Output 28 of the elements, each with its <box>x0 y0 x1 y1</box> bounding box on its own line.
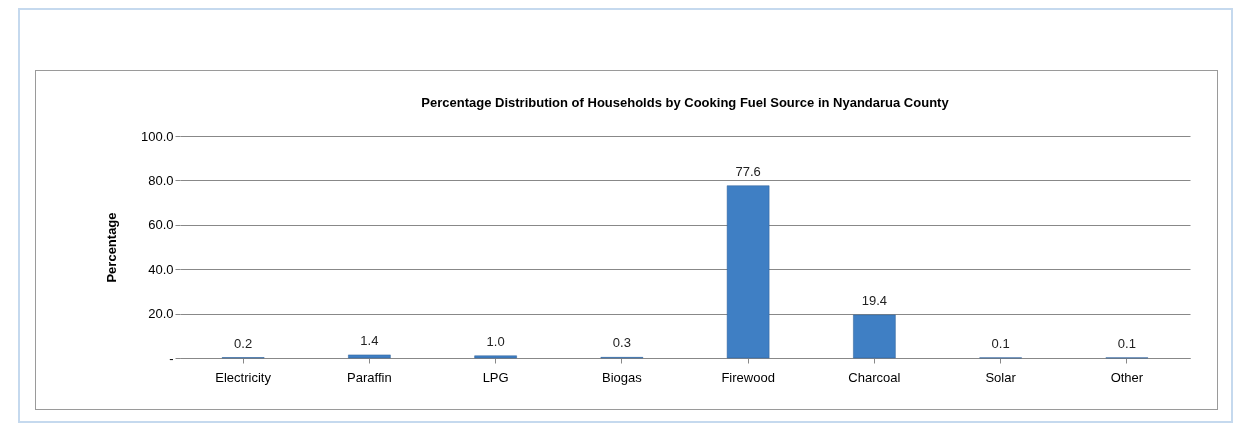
y-tick-label: 80.0 <box>148 172 174 188</box>
data-label: 1.0 <box>486 333 505 349</box>
y-tick-label: 100.0 <box>140 128 174 144</box>
x-tick-label: Charcoal <box>848 369 901 385</box>
y-tick-label: 40.0 <box>148 261 174 277</box>
data-label: 1.4 <box>360 332 379 348</box>
y-tick-label: - <box>169 350 174 366</box>
data-label: 77.6 <box>735 163 761 179</box>
data-label: 0.1 <box>991 335 1010 351</box>
y-tick-label: 20.0 <box>148 306 174 322</box>
x-tick-label: Firewood <box>721 369 775 385</box>
y-axis-title: Percentage <box>103 212 119 283</box>
chart-title: Percentage Distribution of Households by Cooking Fuel Source in Nyandarua County <box>421 95 950 110</box>
x-tick-label: LPG <box>482 369 509 385</box>
bar <box>348 354 391 359</box>
x-tick-label: Electricity <box>215 369 272 385</box>
data-label: 0.1 <box>1117 335 1136 351</box>
x-tick-label: Other <box>1110 369 1144 385</box>
x-tick-label: Biogas <box>602 369 643 385</box>
y-tick-label: 60.0 <box>148 217 174 233</box>
bar <box>853 314 896 359</box>
x-tick-label: Paraffin <box>347 369 392 385</box>
data-label: 0.2 <box>234 335 253 351</box>
bar <box>474 355 517 359</box>
x-tick-label: Solar <box>985 369 1017 385</box>
bar <box>726 185 770 359</box>
data-label: 0.3 <box>612 335 631 351</box>
data-label: 19.4 <box>861 292 888 308</box>
